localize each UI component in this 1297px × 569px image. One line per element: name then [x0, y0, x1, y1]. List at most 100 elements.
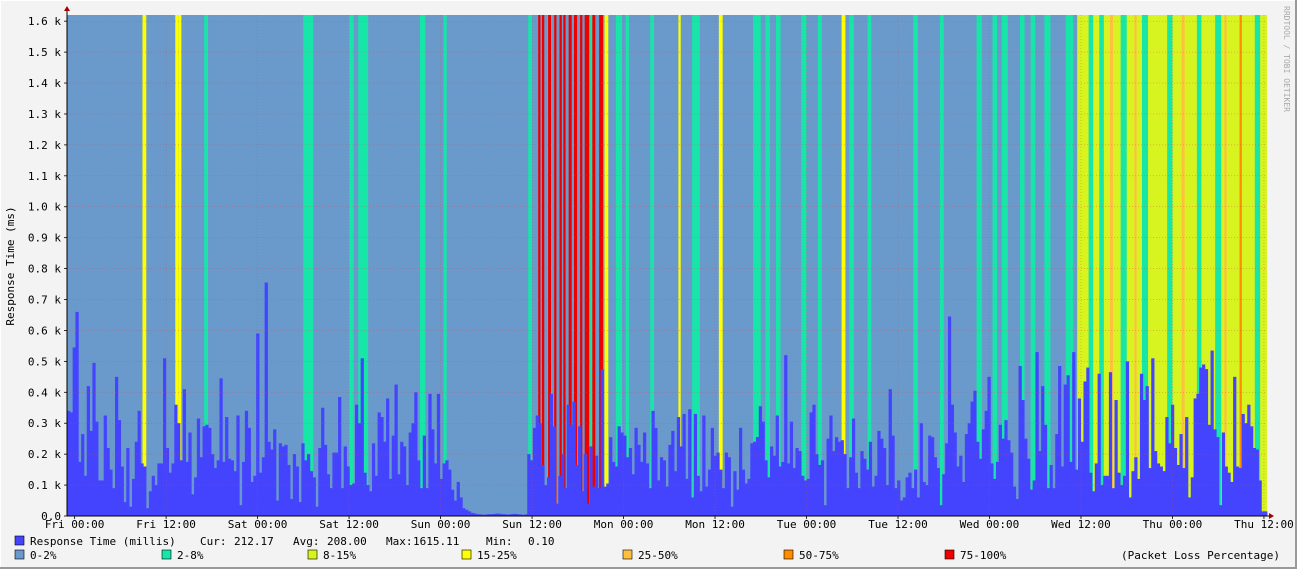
response-bar — [1029, 489, 1034, 516]
loss-band — [74, 15, 85, 516]
loss-band — [753, 15, 761, 516]
response-bar — [352, 483, 356, 516]
stat-avg-label: Avg: — [293, 535, 320, 548]
response-bar — [1233, 376, 1237, 516]
response-bar — [1024, 438, 1028, 516]
response-bar — [854, 472, 858, 516]
response-bar — [883, 447, 887, 516]
response-bar — [1159, 466, 1163, 516]
response-bar — [1244, 423, 1248, 516]
response-bar — [78, 461, 82, 516]
response-bar — [877, 430, 881, 516]
loss-legend-label: 2-8% — [177, 549, 204, 562]
response-bar — [1058, 366, 1062, 516]
response-bar — [165, 447, 170, 516]
loss-legend-label: 75-100% — [960, 549, 1007, 562]
response-bar — [538, 423, 542, 516]
response-bar — [1108, 372, 1113, 516]
response-bar — [544, 485, 548, 516]
response-bar — [453, 500, 458, 516]
response-bar — [1097, 373, 1101, 516]
response-bar — [832, 451, 836, 516]
response-bar — [583, 454, 587, 516]
response-bar — [129, 506, 133, 516]
response-bar — [473, 513, 477, 516]
response-bar — [874, 475, 878, 516]
y-tick-label: 0.5 k — [28, 355, 61, 368]
axes — [64, 6, 1274, 519]
response-bar — [651, 410, 655, 516]
response-bar — [1235, 466, 1240, 516]
response-bar — [662, 460, 666, 516]
response-bar — [504, 514, 508, 516]
response-bar — [657, 480, 661, 516]
response-bar — [1187, 497, 1192, 516]
response-bar — [148, 491, 153, 516]
response-bar — [259, 472, 263, 516]
response-bar — [267, 441, 271, 516]
response-bar — [631, 474, 635, 516]
loss-legend-swatch — [307, 549, 318, 560]
response-bar — [98, 480, 102, 516]
response-bar — [863, 458, 867, 516]
response-bar — [1145, 386, 1149, 516]
response-bar — [851, 418, 856, 516]
response-bar — [676, 417, 681, 516]
y-tick-label: 0.3 k — [28, 417, 61, 430]
response-bar — [606, 483, 610, 516]
response-bar — [1142, 400, 1146, 516]
response-bar — [1114, 400, 1118, 516]
response-bar — [815, 454, 819, 516]
response-bar — [597, 488, 602, 516]
response-bar — [530, 460, 534, 516]
loss-band — [204, 15, 209, 516]
stat-min-value: 0.10 — [528, 535, 555, 548]
loss-band — [142, 15, 147, 516]
response-bar — [507, 514, 511, 516]
loss-band — [625, 15, 629, 516]
loss-legend-swatch — [461, 549, 472, 560]
loss-band — [1134, 15, 1137, 516]
response-bar — [1069, 461, 1073, 516]
response-bar — [109, 469, 113, 516]
response-bar — [518, 514, 522, 516]
response-bar — [405, 485, 410, 516]
legend-swatch-response-time — [14, 535, 25, 546]
response-bar — [634, 427, 638, 516]
response-bar — [933, 457, 938, 516]
response-bar — [905, 477, 909, 516]
y-tick-label: 0.8 k — [28, 263, 61, 276]
y-tick-label: 0.6 k — [28, 324, 61, 337]
response-bar — [976, 441, 980, 516]
response-bar — [1199, 367, 1203, 516]
response-bar — [1091, 491, 1096, 516]
response-bar — [1128, 497, 1132, 516]
response-bar — [380, 417, 384, 516]
response-bar — [329, 488, 333, 516]
loss-band — [1044, 15, 1051, 516]
response-bar — [609, 437, 613, 516]
response-bar — [439, 478, 443, 516]
response-bar — [1041, 386, 1045, 516]
response-bar — [1021, 400, 1025, 516]
response-bar — [555, 503, 559, 516]
response-bar — [188, 432, 192, 516]
response-bar — [1018, 366, 1022, 516]
response-bar — [789, 421, 794, 516]
response-bar — [278, 443, 282, 516]
response-bar — [75, 311, 79, 516]
response-bar — [1125, 361, 1130, 516]
response-bar — [383, 441, 387, 516]
response-bar — [490, 514, 494, 516]
response-bar — [428, 393, 432, 516]
response-bar — [448, 469, 452, 516]
response-bar — [818, 464, 822, 516]
loss-band — [913, 15, 918, 516]
response-bar — [1185, 417, 1189, 516]
response-bar — [1162, 471, 1166, 516]
response-bar — [459, 497, 463, 516]
response-bar — [1207, 424, 1211, 516]
loss-legend-swatch — [622, 549, 633, 560]
response-bar — [947, 316, 952, 516]
response-bar — [1139, 373, 1144, 516]
